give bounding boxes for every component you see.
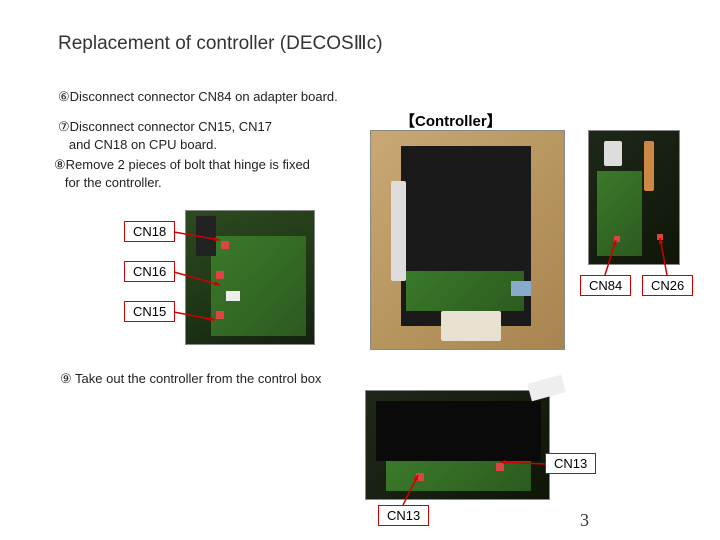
controller-image [370, 130, 565, 350]
controller-label: 【Controller】 [400, 110, 502, 131]
callout-cn13a: CN13 [378, 505, 429, 526]
callout-cn15: CN15 [124, 301, 175, 322]
callout-arrows [0, 0, 720, 540]
step-6: ⑥Disconnect connector CN84 on adapter bo… [58, 88, 338, 106]
page-number: 3 [580, 510, 589, 531]
callout-cn18: CN18 [124, 221, 175, 242]
callout-cn16: CN16 [124, 261, 175, 282]
step-7: ⑦Disconnect connector CN15, CN17 and CN1… [58, 118, 272, 154]
cpu-board-image [185, 210, 315, 345]
callout-cn26: CN26 [642, 275, 693, 296]
control-box-image [365, 390, 550, 500]
step-8: ⑧Remove 2 pieces of bolt that hinge is f… [54, 156, 310, 192]
page-title: Replacement of controller (DECOSⅢc) [58, 32, 383, 55]
callout-cn84: CN84 [580, 275, 631, 296]
adapter-board-image [588, 130, 680, 265]
callout-cn13b: CN13 [545, 453, 596, 474]
step-9: ⑨ Take out the controller from the contr… [60, 370, 321, 388]
